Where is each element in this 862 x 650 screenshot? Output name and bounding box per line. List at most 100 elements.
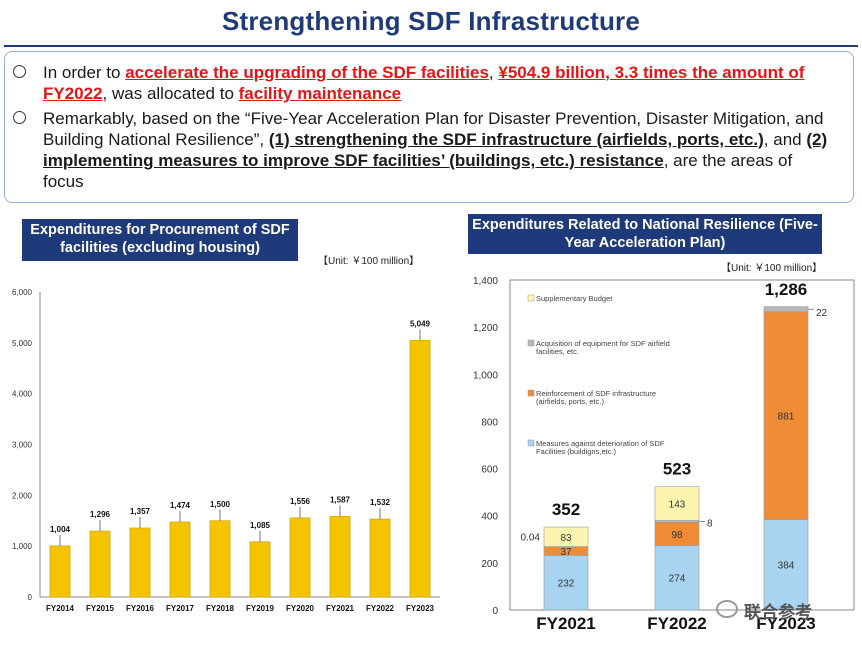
bar-value-label: 1,556 [290, 497, 311, 506]
bar-value-label: 1,474 [170, 501, 191, 510]
legend-label: (airfields, ports, etc.) [536, 397, 604, 406]
x-tick-label: FY2019 [246, 604, 275, 613]
bullet-2-run-3: (2) implementing measures to improve SDF… [43, 130, 828, 170]
x-tick-label: FY2020 [286, 604, 315, 613]
y-tick-label: 1,000 [12, 542, 33, 551]
legend-swatch [527, 439, 535, 447]
left-chart: 0 1,000 2,000 3,000 4,000 5,000 6,000 1,004 FY20… [12, 288, 440, 613]
total-label: 523 [663, 460, 691, 479]
bar [289, 517, 311, 598]
y-tick-label: 2,000 [12, 491, 33, 500]
bullet-1-run-3: ¥504.9 billion, 3.3 times the amount of … [43, 63, 805, 103]
y-tick-label: 400 [481, 512, 498, 523]
x-tick-label: FY2014 [46, 604, 75, 613]
y-tick-label: 1,200 [473, 323, 498, 334]
watermark-text: 联合参考 [744, 603, 812, 623]
stacked-segment [654, 486, 700, 521]
bar [249, 541, 271, 598]
bar-value-label: 1,500 [210, 500, 231, 509]
y-tick-label: 1,400 [473, 276, 498, 287]
segment-label: 274 [669, 574, 686, 585]
legend-label: Reinforcement of SDF infrastructure [536, 389, 656, 398]
stacked-segment [763, 519, 809, 611]
bullet-1-run-2: , [488, 63, 499, 82]
y-tick-label: 0 [492, 606, 498, 617]
segment-label: 143 [669, 500, 686, 511]
y-tick-label: 6,000 [12, 288, 33, 297]
legend-swatch [527, 339, 535, 347]
bullet-2-run-2: , and [763, 130, 807, 149]
stacked-segment [763, 306, 809, 313]
segment-label: 881 [778, 412, 795, 423]
segment-label: 83 [560, 533, 572, 544]
x-tick-label: FY2021 [326, 604, 355, 613]
legend-label: Facilities (buildigns,etc.) [536, 447, 617, 456]
wechat-icon [716, 600, 738, 618]
legend-swatch [527, 389, 535, 397]
y-tick-label: 5,000 [12, 339, 33, 348]
x-tick-label: FY2022 [366, 604, 395, 613]
page-title: Strengthening SDF Infrastructure [221, 6, 641, 36]
segment-label: 384 [778, 561, 795, 572]
x-tick-label: FY2017 [166, 604, 195, 613]
legend-label: Measures against deterioration of SDF [536, 439, 665, 448]
bullet-2-run-0: Remarkably, based on the “Five-Year Acce… [43, 109, 824, 149]
segment-label: 22 [816, 308, 828, 319]
segment-label: 232 [558, 579, 575, 590]
x-tick-label: FY2018 [206, 604, 235, 613]
right-chart-title: Expenditures Related to National Resilie… [468, 214, 822, 254]
segment-label: 98 [671, 530, 683, 541]
total-label: 352 [552, 500, 580, 519]
bar [209, 520, 231, 598]
bullet-2-run-1: (1) strengthening the SDF infrastructure… [268, 130, 764, 149]
title-divider [4, 45, 858, 47]
stacked-segment [654, 545, 700, 611]
bar-value-label: 1,587 [330, 495, 351, 504]
legend-label: Acquisition of equipment for SDF airfiel… [536, 339, 670, 348]
left-chart-title: Expenditures for Procurement of SDF faci… [22, 219, 298, 261]
bar [89, 530, 111, 598]
x-tick-label: FY2016 [126, 604, 155, 613]
segment-label: 37 [560, 547, 572, 558]
bar [129, 527, 151, 598]
summary-box: In order to accelerate the upgrading of … [4, 51, 854, 203]
bar-value-label: 1,532 [370, 498, 391, 507]
x-tick-label: FY2023 [756, 614, 816, 633]
bar [49, 545, 71, 598]
left-chart-unit: 【Unit: ￥100 million】 [318, 256, 420, 267]
y-tick-label: 200 [481, 559, 498, 570]
bullet-1-text: In order to accelerate the upgrading of … [43, 62, 833, 104]
bullet-2-text: Remarkably, based on the “Five-Year Acce… [43, 108, 833, 192]
bar-value-label: 1,357 [130, 507, 151, 516]
x-tick-label: FY2015 [86, 604, 115, 613]
stacked-segment [543, 555, 589, 611]
bullet-2-run-4: , are the areas of focus [43, 151, 793, 191]
bullet-1-run-1: accelerate the upgrading of the SDF faci… [125, 63, 489, 82]
x-tick-label: FY2023 [406, 604, 435, 613]
bar [169, 521, 191, 598]
segment-label: 8 [707, 518, 713, 529]
stacked-segment [763, 311, 809, 520]
legend-label: facilities, etc. [536, 347, 579, 356]
circle-bullet-icon [13, 65, 26, 78]
total-label: 1,286 [765, 280, 808, 299]
stacked-segment [543, 526, 589, 547]
circle-bullet-icon [13, 111, 26, 124]
bar [369, 518, 391, 598]
right-chart-unit: 【Unit: ￥100 million】 [721, 263, 823, 274]
bullet-1-run-0: In order to [43, 63, 126, 82]
x-tick-label: FY2021 [536, 614, 596, 633]
bar [409, 339, 431, 598]
x-tick-label: FY2022 [647, 614, 707, 633]
y-tick-label: 3,000 [12, 441, 33, 450]
watermark: 联合参考 [716, 598, 856, 624]
y-tick-label: 0 [28, 593, 33, 602]
y-tick-label: 800 [481, 417, 498, 428]
y-tick-label: 600 [481, 465, 498, 476]
bar-value-label: 1,085 [250, 521, 271, 530]
y-tick-label: 1,000 [473, 370, 498, 381]
legend-label: Supplementary Budget [536, 294, 613, 303]
bullet-1-run-5: facility maintenance [238, 84, 402, 103]
bullet-1-run-4: , was allocated to [102, 84, 239, 103]
bar-value-label: 1,296 [90, 510, 111, 519]
